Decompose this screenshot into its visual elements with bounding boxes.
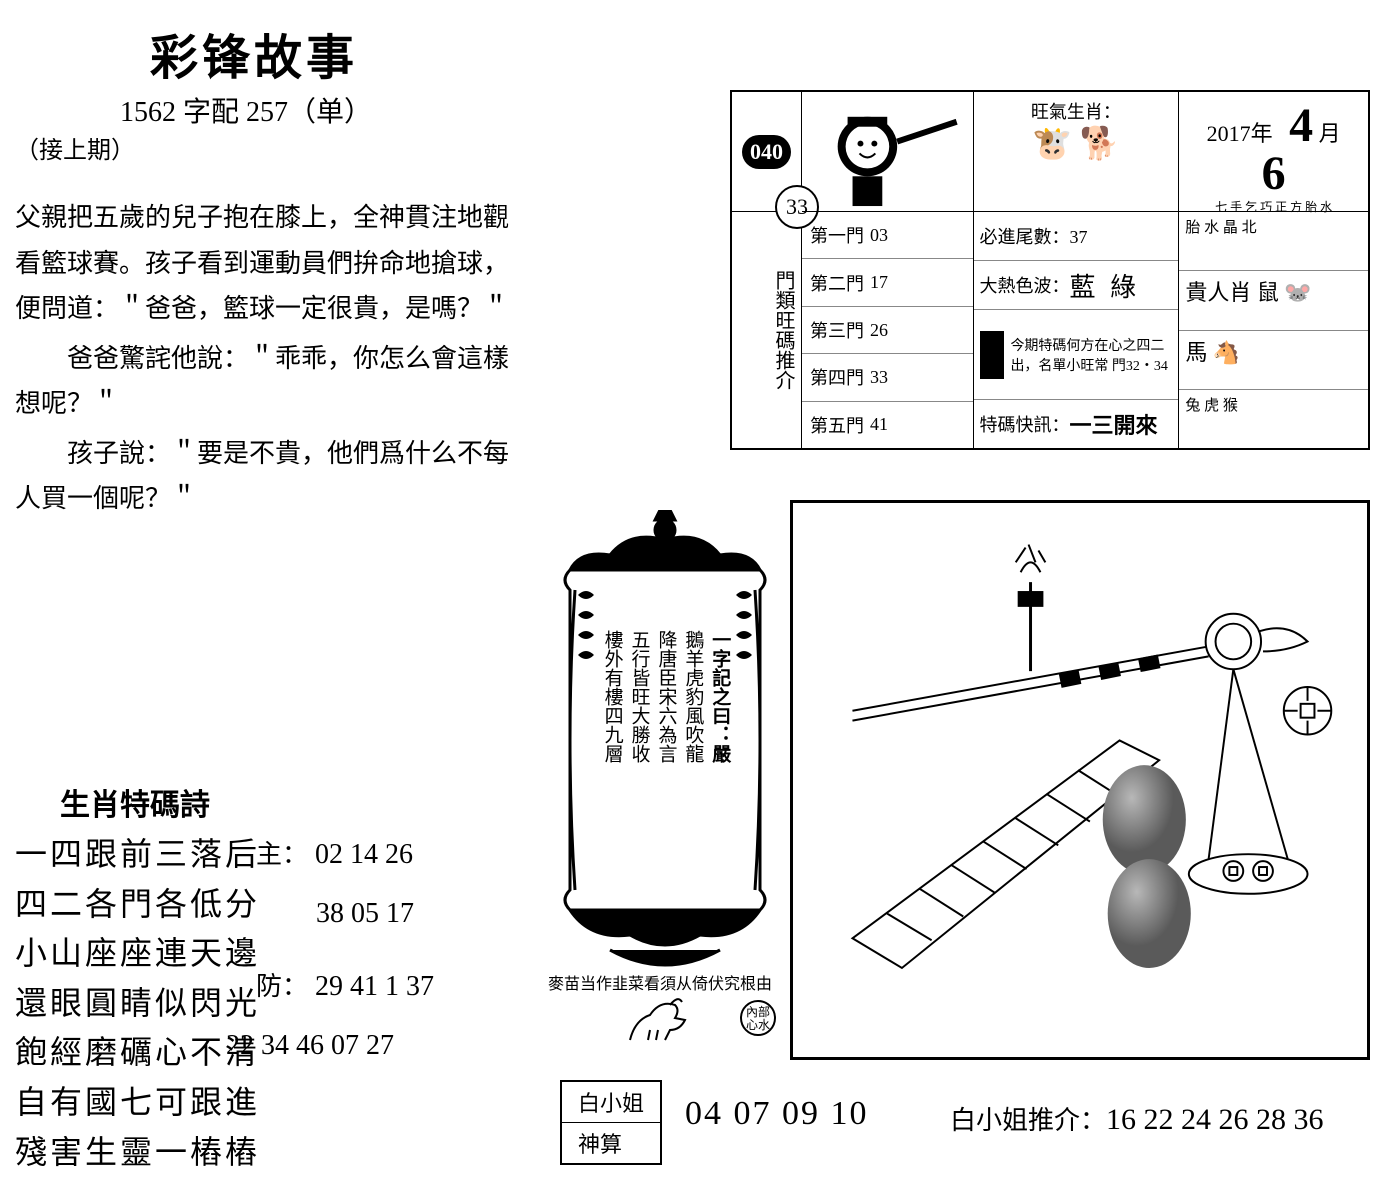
scroll-line: 鵝羊虎豹風吹龍 <box>681 630 702 880</box>
poem-line: 殘害生靈一樁樁 <box>15 1128 260 1178</box>
right-r4: 兔 虎 猴 <box>1179 390 1368 448</box>
poem-line: 一四跟前三落后 <box>15 830 260 880</box>
gate-name: 第一門 <box>810 222 864 248</box>
gate-row: 第五門 41 <box>802 402 973 448</box>
date-year: 2017年 <box>1207 121 1273 146</box>
numbers-block: 主： 02 14 26 38 05 17 防： 29 41 1 37 22 34… <box>256 830 434 1080</box>
noble-label: 貴人肖 鼠 <box>1185 280 1279 305</box>
gate-row: 第四門 33 <box>802 354 973 401</box>
story-p2: 爸爸驚詫他說：＂乖乖，你怎么會這樣想呢？＂ <box>15 336 515 427</box>
horse-icon <box>620 990 700 1050</box>
bottom-box-r1: 白小姐 <box>562 1082 660 1123</box>
poem-line: 四二各門各低分 <box>15 880 260 930</box>
issue-corner: 040 33 <box>732 92 802 212</box>
right-r3: 馬 🐴 <box>1179 331 1368 390</box>
bottom-rec-nums: 16 22 24 26 28 36 <box>1106 1103 1324 1136</box>
special-row: 特碼快訊： 一三開來 <box>974 400 1179 448</box>
bottom-recommend: 白小姐推介：16 22 24 26 28 36 <box>950 1100 1324 1137</box>
poem-line: 還眼圓睛似閃光 <box>15 979 260 1029</box>
mascot-icon <box>802 92 974 212</box>
scroll-line: 樓外有樓四九層 <box>601 630 622 880</box>
continued-marker: （接上期） <box>15 130 135 165</box>
special-label: 特碼快訊： <box>980 411 1070 437</box>
story-p1: 父親把五歲的兒子抱在膝上，全神貫注地觀看籃球賽。孩子看到運動員們拚命地搶球，便問… <box>15 195 515 332</box>
gate-num: 26 <box>870 320 888 341</box>
gates-label: 門類旺碼推介 <box>732 212 802 448</box>
tail-label: 必進尾數：37 <box>974 212 1179 261</box>
date-day: 6 <box>1189 150 1358 198</box>
color-value: 藍 綠 <box>1070 267 1141 304</box>
scroll-line: 降唐臣宋六為言 <box>655 630 676 880</box>
scroll-ornament: 一字記之曰：嚴 鵝羊虎豹風吹龍 降唐臣宋六為言 五行皆旺大勝收 樓外有樓四九層 <box>550 510 780 970</box>
poem-line: 飽經磨礪心不清 <box>15 1028 260 1078</box>
scroll-text: 一字記之曰：嚴 鵝羊虎豹風吹龍 降唐臣宋六為言 五行皆旺大勝收 樓外有樓四九層 <box>590 630 740 880</box>
gate-name: 第四門 <box>810 364 864 390</box>
def-nums-1: 29 41 1 37 <box>315 971 434 1002</box>
zodiac-label: 旺氣生肖： <box>980 98 1173 124</box>
mid-note: 今期特碼何方在心之四二出，名單小旺常 門32・34 <box>1010 335 1172 375</box>
poem-line: 小山座座連天邊 <box>15 929 260 979</box>
color-row: 大熱色波： 藍 綠 <box>974 261 1179 310</box>
main-nums-2: 38 05 17 <box>316 898 414 929</box>
def-nums-2: 22 34 46 07 27 <box>226 1030 394 1061</box>
color-label: 大熱色波： <box>980 272 1070 298</box>
scroll-line: 五行皆旺大勝收 <box>628 630 649 880</box>
gate-num: 33 <box>870 367 888 388</box>
poem-title: 生肖特碼詩 <box>60 780 210 824</box>
gate-name: 第三門 <box>810 317 864 343</box>
horse-label: 馬 <box>1185 340 1207 365</box>
right-r2: 貴人肖 鼠 🐭 <box>1179 271 1368 330</box>
date-cell: 2017年 4 月 6 七 手 乞 巧 正 方 胎 水 <box>1179 92 1368 212</box>
bottom-name-box: 白小姐 神算 <box>560 1080 662 1165</box>
scale-illustration <box>790 500 1370 1060</box>
poem-line: 自有國七可跟進 <box>15 1078 260 1128</box>
main-label: 主： <box>256 840 308 869</box>
gate-num: 41 <box>870 414 888 435</box>
bottom-rec-label: 白小姐推介： <box>950 1106 1106 1135</box>
scroll-heading: 一字記之曰：嚴 <box>708 630 729 880</box>
main-title: 彩锋故事 <box>150 18 358 88</box>
main-nums-1: 02 14 26 <box>315 839 413 870</box>
blackbox-row: 今期特碼何方在心之四二出，名單小旺常 門32・34 <box>974 310 1179 399</box>
gate-num: 17 <box>870 272 888 293</box>
poem-body: 一四跟前三落后 四二各門各低分 小山座座連天邊 還眼圓睛似閃光 飽經磨礪心不清 … <box>15 830 260 1177</box>
stamp-icon: 內部心水 <box>740 1000 776 1036</box>
right-r1: 胎 水 晶 北 <box>1179 212 1368 271</box>
bottom-nums: 04 07 09 10 <box>685 1095 869 1133</box>
news-clip: 040 33 旺氣生肖： 🐮 🐕 2017年 4 月 6 七 手 乞 巧 正 方… <box>730 90 1370 450</box>
gate-name: 第五門 <box>810 412 864 438</box>
story-body: 父親把五歲的兒子抱在膝上，全神貫注地觀看籃球賽。孩子看到運動員們拚命地搶球，便問… <box>15 195 515 526</box>
gate-row: 第二門 17 <box>802 259 973 306</box>
bottom-box-r2: 神算 <box>562 1123 660 1163</box>
gates-list: 第一門 03 第二門 17 第三門 26 第四門 33 第五門 41 <box>802 212 974 448</box>
gate-name: 第二門 <box>810 270 864 296</box>
issue-badge: 040 <box>742 135 791 169</box>
mid-column: 必進尾數：37 大熱色波： 藍 綠 今期特碼何方在心之四二出，名單小旺常 門32… <box>974 212 1180 448</box>
gate-row: 第三門 26 <box>802 307 973 354</box>
date-month-suffix: 月 <box>1319 121 1341 146</box>
date-month: 4 <box>1289 99 1313 152</box>
story-p3: 孩子說：＂要是不貴，他們爲什么不每人買一個呢？＂ <box>15 431 515 522</box>
gate-num: 03 <box>870 225 888 246</box>
subtitle: 1562 字配 257（单） <box>120 90 372 130</box>
right-column: 胎 水 晶 北 貴人肖 鼠 🐭 馬 🐴 兔 虎 猴 <box>1179 212 1368 448</box>
special-text: 一三開來 <box>1070 408 1158 440</box>
zodiac-cell: 旺氣生肖： 🐮 🐕 <box>974 92 1180 212</box>
gate-row: 第一門 03 <box>802 212 973 259</box>
def-label: 防： <box>256 972 308 1001</box>
